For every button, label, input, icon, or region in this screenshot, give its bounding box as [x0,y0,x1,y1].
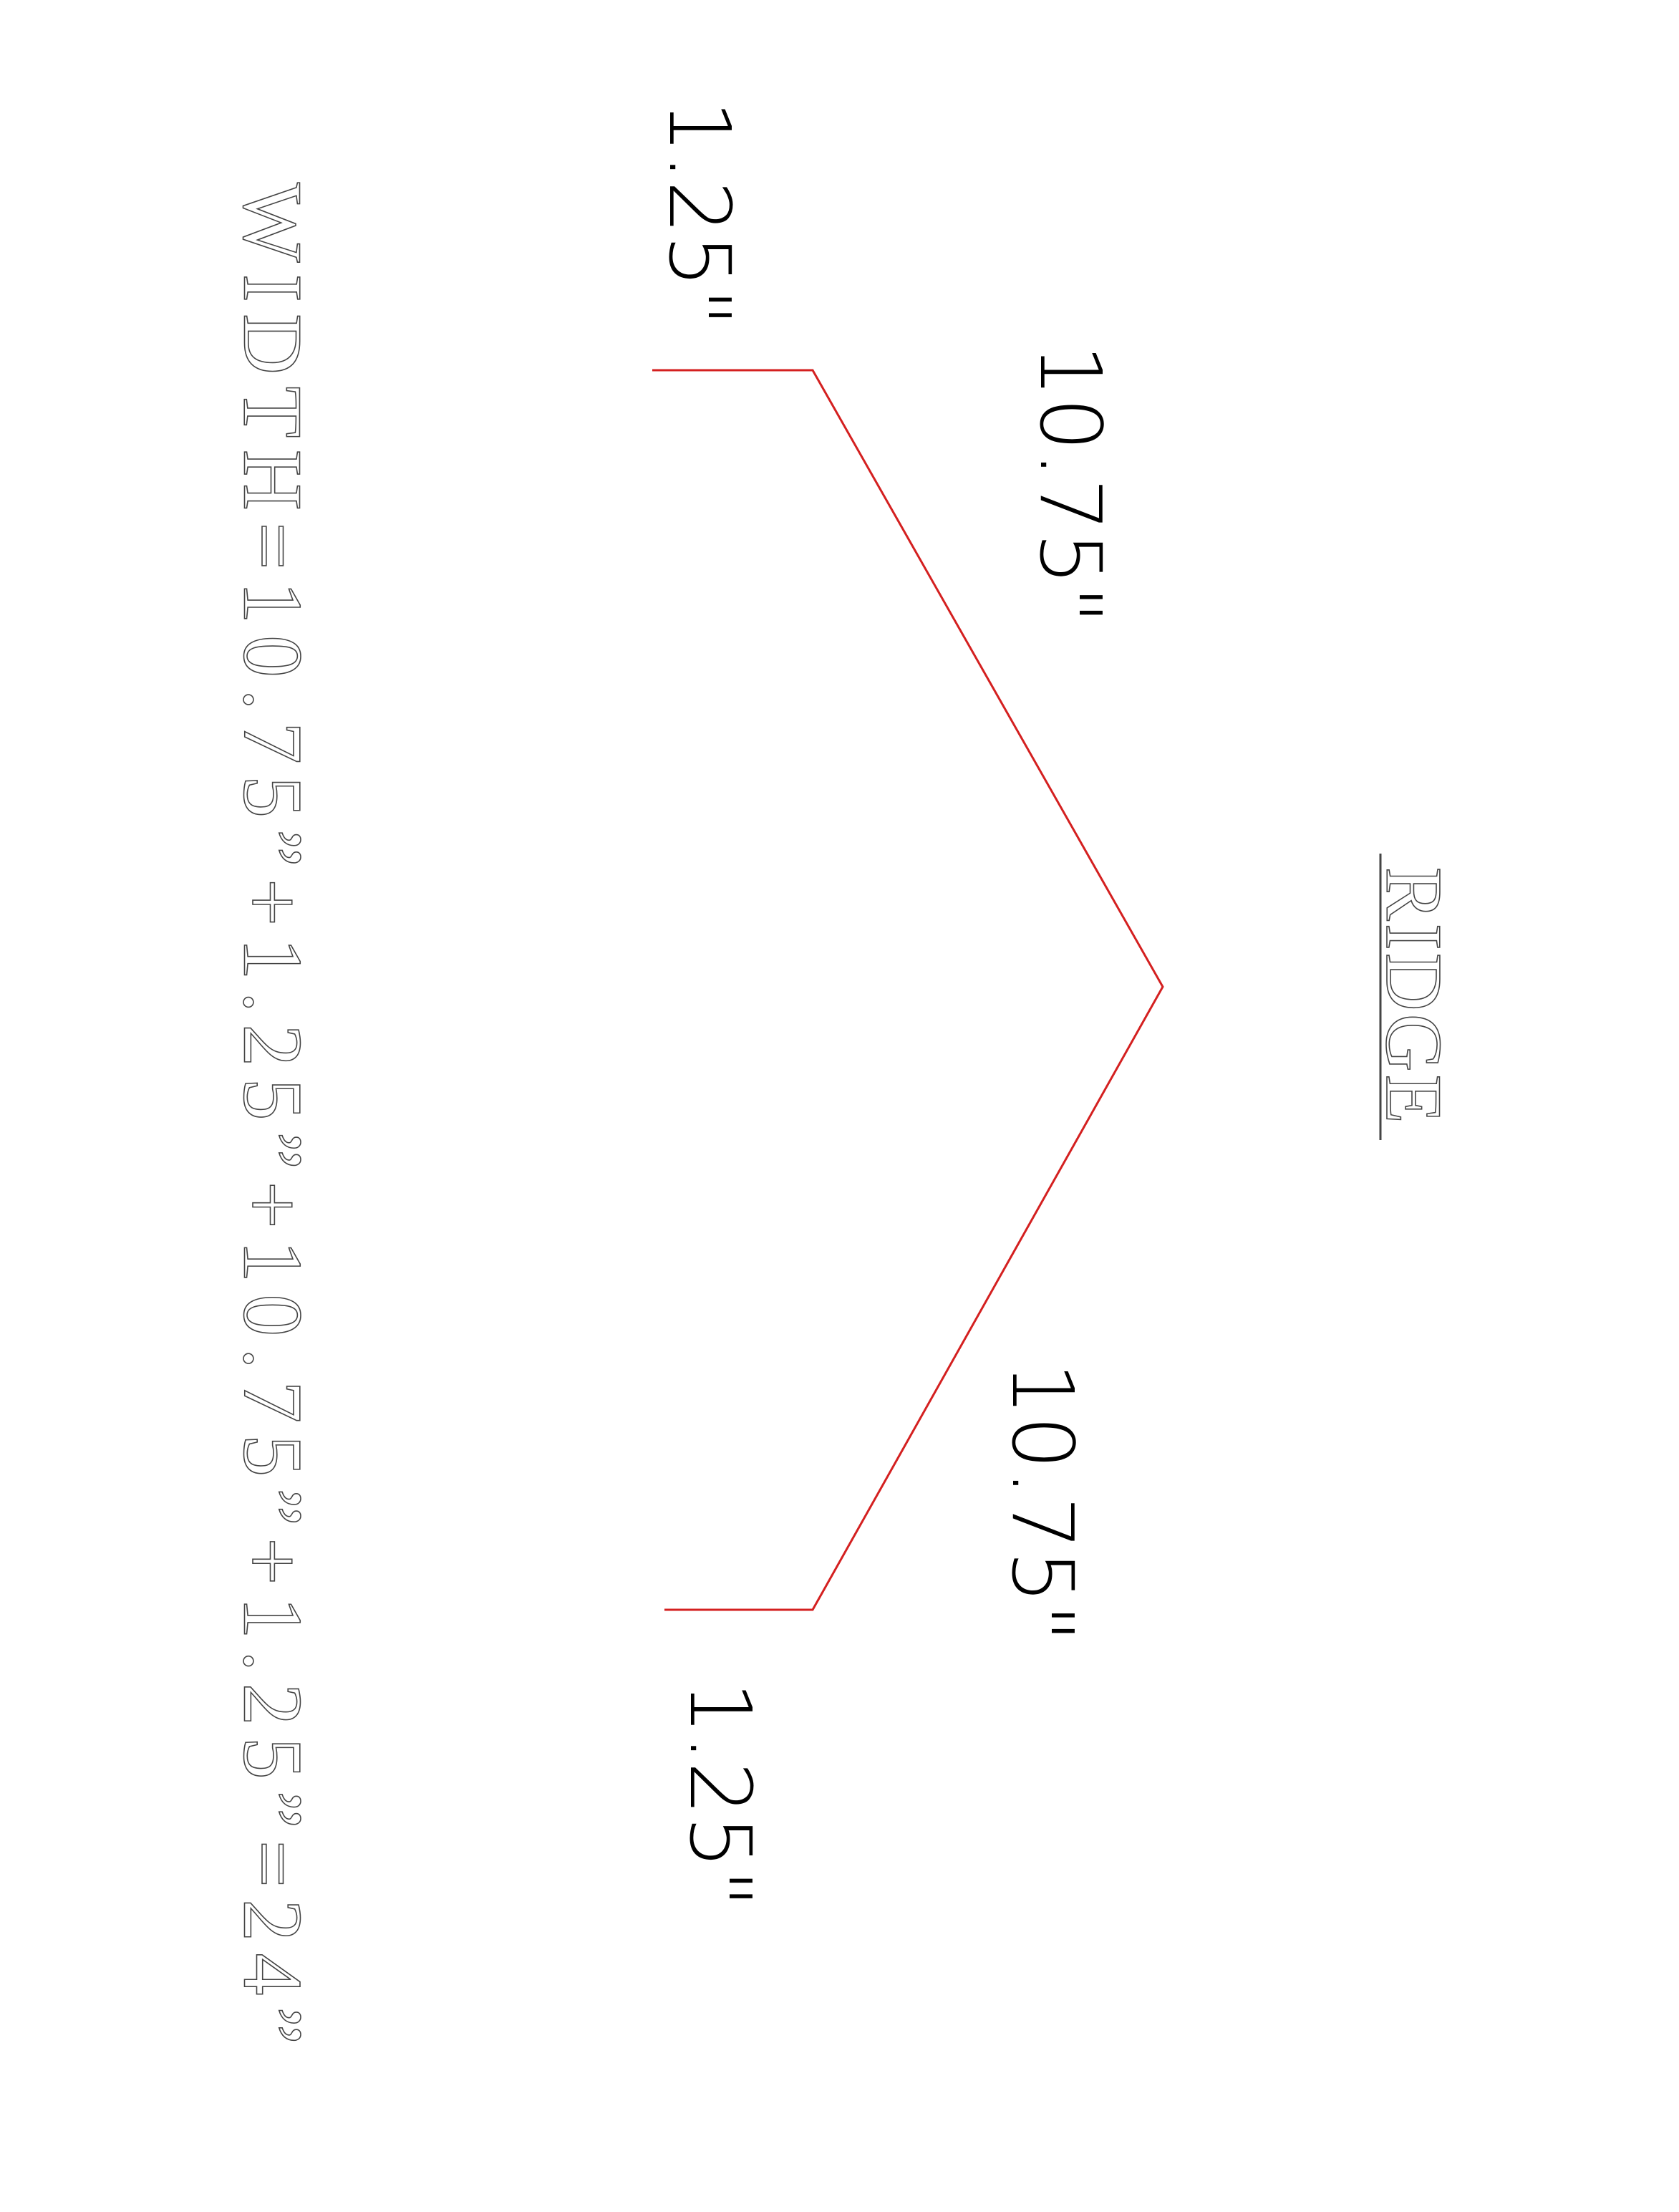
dimension-label: 10.75" [1021,344,1120,624]
dimension-label: 1.25" [650,100,749,327]
dimension-label: 10.75" [993,1362,1092,1643]
width-formula: WIDTH=10.75”+1.25”+10.75”+1.25”=24” [226,183,320,2044]
title: RIDGE [1369,867,1458,1126]
dimension-label: 1.25" [671,1681,770,1908]
ridge-profile [652,369,1164,1611]
